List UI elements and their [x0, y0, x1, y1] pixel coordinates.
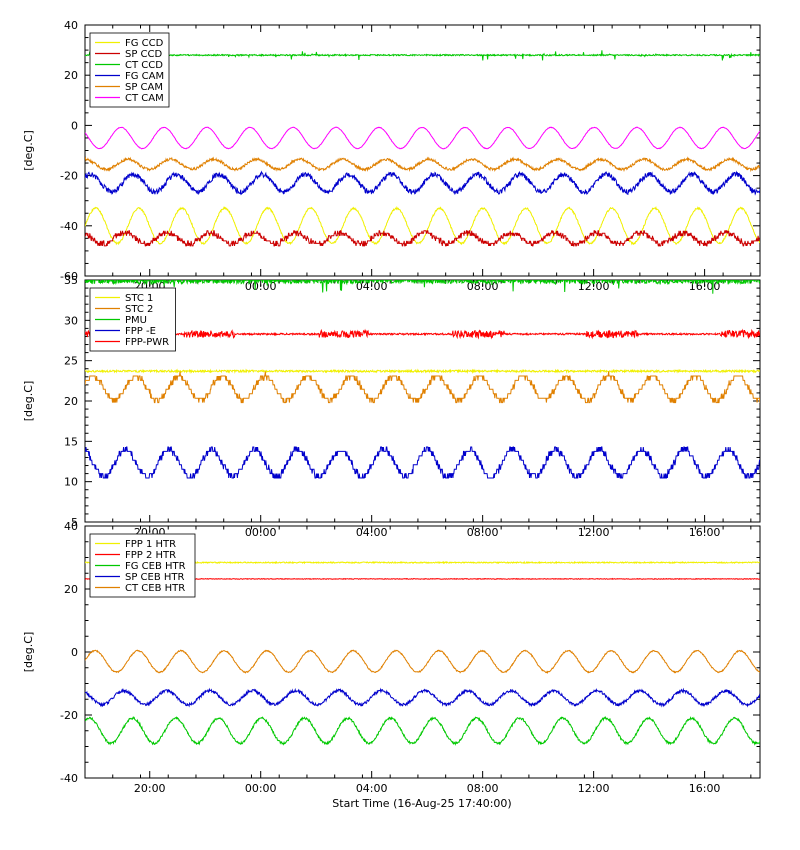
- panel-frame: [84, 24, 761, 277]
- legend-label-fg-ccd: FG CCD: [125, 38, 164, 49]
- series-stc-1: [85, 368, 760, 375]
- y-tick-label: 40: [64, 520, 78, 533]
- y-axis-title: [deg.C]: [22, 632, 35, 673]
- series-sp-ceb-htr: [85, 687, 760, 708]
- y-tick-label: -40: [60, 772, 78, 785]
- y-tick-label: 25: [64, 355, 78, 368]
- y-tick-label: -40: [60, 220, 78, 233]
- y-axis-title: [deg.C]: [22, 130, 35, 171]
- series-fpp-1-htr: [85, 560, 760, 565]
- legend-label-pmu: PMU: [125, 315, 147, 326]
- y-tick-label: -20: [60, 170, 78, 183]
- y-tick-label: 0: [71, 119, 78, 132]
- y-tick-label: 10: [64, 476, 78, 489]
- series-fpp-pwr: [85, 328, 760, 340]
- y-tick-label: 20: [64, 69, 78, 82]
- legend-label-sp-ccd: SP CCD: [125, 49, 163, 60]
- series-fg-cam: [85, 170, 760, 196]
- series-sp-cam: [85, 156, 760, 173]
- series-fpp-2-htr: [85, 577, 760, 580]
- series-pmu: [85, 280, 760, 294]
- legend-label-fpp-2-htr: FPP 2 HTR: [125, 550, 176, 561]
- legend-label-ct-ccd: CT CCD: [125, 60, 163, 71]
- legend-label-ct-ceb-htr: CT CEB HTR: [125, 583, 185, 594]
- legend-label-stc-2: STC 2: [125, 304, 153, 315]
- legend-label-sp-ceb-htr: SP CEB HTR: [125, 572, 185, 583]
- panel-frame: [84, 279, 761, 523]
- x-tick-label: 00:00: [245, 782, 277, 795]
- series-ct-cam: [85, 126, 760, 150]
- y-tick-label: -60: [60, 270, 78, 283]
- series-fpp-e: [85, 446, 760, 479]
- panel-3: -40 -20 0 20 40 20:00 00:00 04:00 08:00 12:00 16:0…: [22, 520, 761, 795]
- x-tick-label: 12:00: [578, 782, 610, 795]
- y-tick-label: 15: [64, 435, 78, 448]
- legend-label-sp-cam: SP CAM: [125, 82, 163, 93]
- series-stc-2: [85, 371, 760, 404]
- legend-label-fpp-1-htr: FPP 1 HTR: [125, 539, 176, 550]
- legend-box: [89, 32, 170, 108]
- y-tick-label: 20: [64, 583, 78, 596]
- x-tick-label: 08:00: [467, 782, 499, 795]
- y-tick-label: 35: [64, 274, 78, 287]
- y-tick-label: 5: [71, 516, 78, 529]
- series-sp-ccd: [85, 230, 760, 247]
- series-ct-ceb-htr: [85, 649, 760, 674]
- x-tick-label: 16:00: [689, 782, 721, 795]
- x-tick-label: 20:00: [134, 782, 166, 795]
- y-tick-label: -20: [60, 709, 78, 722]
- y-tick-label: 40: [64, 19, 78, 32]
- legend-label-fpp-pwr: FPP-PWR: [125, 337, 169, 348]
- series-fg-ccd: [85, 206, 760, 246]
- series-fg-ceb-htr: [85, 715, 760, 746]
- legend-label-fg-cam: FG CAM: [125, 71, 164, 82]
- y-tick-label: 20: [64, 395, 78, 408]
- legend-label-stc-1: STC 1: [125, 293, 153, 304]
- x-axis-title: Start Time (16-Aug-25 17:40:00): [332, 797, 511, 810]
- legend-label-fpp-e: FPP -E: [125, 326, 156, 337]
- x-tick-label: 04:00: [356, 782, 388, 795]
- y-tick-label: 30: [64, 314, 78, 327]
- series-ct-ccd: [85, 50, 760, 61]
- legend-label-fg-ceb-htr: FG CEB HTR: [125, 561, 186, 572]
- y-tick-label: 0: [71, 646, 78, 659]
- y-axis-title: [deg.C]: [22, 381, 35, 422]
- legend-label-ct-cam: CT CAM: [125, 93, 164, 104]
